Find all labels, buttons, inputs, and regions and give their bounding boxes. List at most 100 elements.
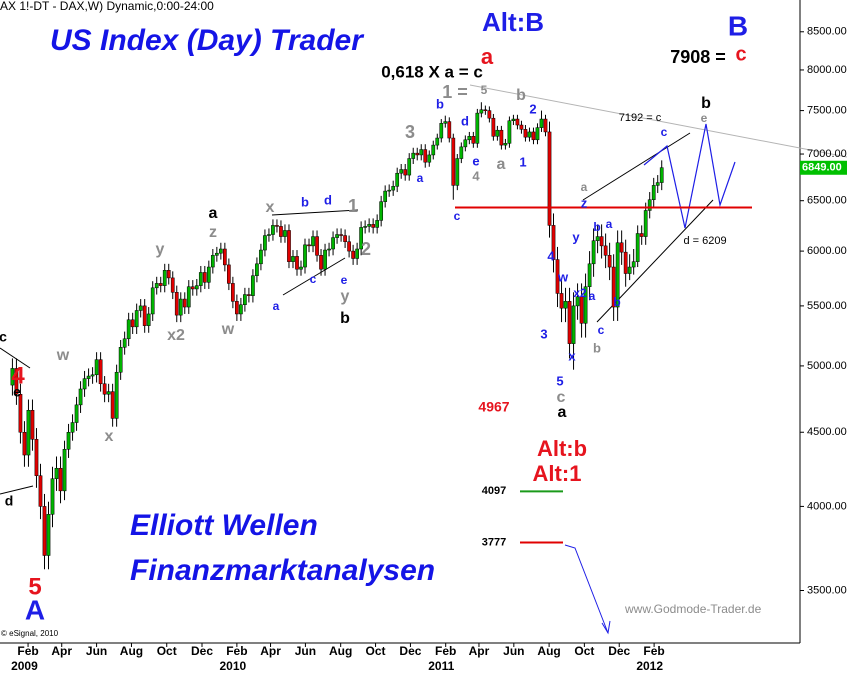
candle-body (158, 283, 163, 286)
candle-body (455, 158, 460, 186)
y-tick-label: 6500.00 (807, 195, 847, 207)
candle-body (523, 129, 528, 138)
candle-body (303, 244, 307, 268)
candle-body (130, 319, 135, 328)
wave-label: 2 (529, 101, 536, 116)
candle-body (527, 131, 532, 138)
candle-body (231, 283, 235, 302)
wave-label: c (735, 43, 746, 65)
x-tick-label: Oct (574, 644, 594, 658)
x-tick-label: Apr (260, 644, 281, 658)
candle-body (18, 393, 23, 433)
candle-body (659, 167, 664, 183)
wave-label: x (266, 199, 275, 216)
wave-label: 2 (361, 239, 371, 259)
candle-body (299, 266, 303, 270)
candle-body (511, 118, 516, 121)
candle-body (82, 378, 87, 390)
wave-label: z (581, 195, 588, 210)
wave-label: b (516, 87, 526, 104)
candle-body (595, 236, 600, 241)
candle-body (427, 154, 432, 163)
candle-body (86, 375, 91, 379)
candle-body (182, 298, 187, 308)
last-price-label: 6849.00 (802, 162, 842, 174)
candle-body (407, 158, 412, 176)
wave-label: a (273, 299, 280, 313)
x-tick-label: Feb (643, 644, 664, 658)
candle-body (587, 263, 592, 287)
arrow-head (601, 620, 611, 635)
candle-body (375, 220, 380, 228)
candle-body (70, 422, 75, 433)
wave-label: c (661, 125, 668, 139)
candle-body (162, 270, 167, 286)
channel-upper (582, 132, 691, 201)
wave-label: e (341, 273, 348, 287)
candle-body (423, 149, 428, 163)
candle-body (271, 225, 275, 235)
candle-body (591, 240, 596, 265)
wave-label: 4 (11, 362, 25, 389)
candle-body (535, 127, 540, 141)
candle-body (331, 237, 335, 250)
wave-label: 1 = (442, 82, 468, 102)
candle-body (222, 248, 227, 266)
candle-body (343, 235, 347, 242)
watermark: www.Godmode-Trader.de (624, 602, 762, 616)
candle-body (571, 305, 576, 344)
candle-body (198, 272, 203, 286)
wave-label: y (341, 288, 350, 305)
upper-trend-line (469, 84, 847, 158)
wave-label: b (593, 220, 600, 234)
wave-label: b (436, 96, 444, 111)
wave-label: x (568, 348, 576, 363)
y-tick-label: 4000.00 (807, 500, 847, 512)
x-tick-label: Feb (17, 644, 38, 658)
candle-body (10, 368, 15, 386)
candle-body (491, 117, 496, 137)
wave-label: c (557, 389, 566, 406)
wave-label: 3 (405, 122, 415, 142)
candle-body (471, 136, 476, 144)
y-tick-label: 6000.00 (807, 245, 847, 257)
wave-label: B (728, 10, 748, 41)
candle-body (579, 296, 584, 324)
candle-body (315, 236, 319, 256)
y-tick-label: 7000.00 (807, 148, 847, 160)
candle-body (239, 304, 243, 315)
candle-body (110, 391, 115, 419)
wave-label: x (105, 428, 114, 445)
candle-body (58, 467, 63, 492)
y-tick-label: 8500.00 (807, 26, 847, 38)
candle-body (363, 226, 367, 228)
wave-label: a (581, 180, 588, 194)
candle-body (435, 137, 440, 146)
candle-body (235, 301, 239, 315)
candle-body (627, 266, 632, 274)
wave-label: 1 (519, 154, 526, 169)
candle-body (283, 230, 287, 237)
candle-body (98, 359, 103, 385)
wave-label: c (454, 209, 461, 223)
wave-label: w (557, 269, 569, 284)
wave-label: 4 (547, 248, 555, 263)
x-tick-label: Dec (191, 644, 213, 658)
candle-body (295, 256, 299, 270)
wave-label: b (301, 194, 309, 209)
candle-body (431, 144, 436, 156)
candle-body (583, 286, 588, 324)
candle-body (367, 224, 371, 227)
candle-body (74, 404, 79, 423)
candle-body (415, 152, 420, 156)
candle-body (647, 199, 652, 211)
candle-body (62, 449, 67, 492)
candle-body (22, 431, 27, 456)
candle-body (607, 255, 612, 268)
candle-body (459, 146, 464, 159)
x-tick-label: Aug (537, 644, 560, 658)
candle-body (50, 478, 55, 515)
candle-body (599, 236, 604, 247)
wave-label: e (13, 384, 21, 400)
candle-body (395, 172, 400, 187)
